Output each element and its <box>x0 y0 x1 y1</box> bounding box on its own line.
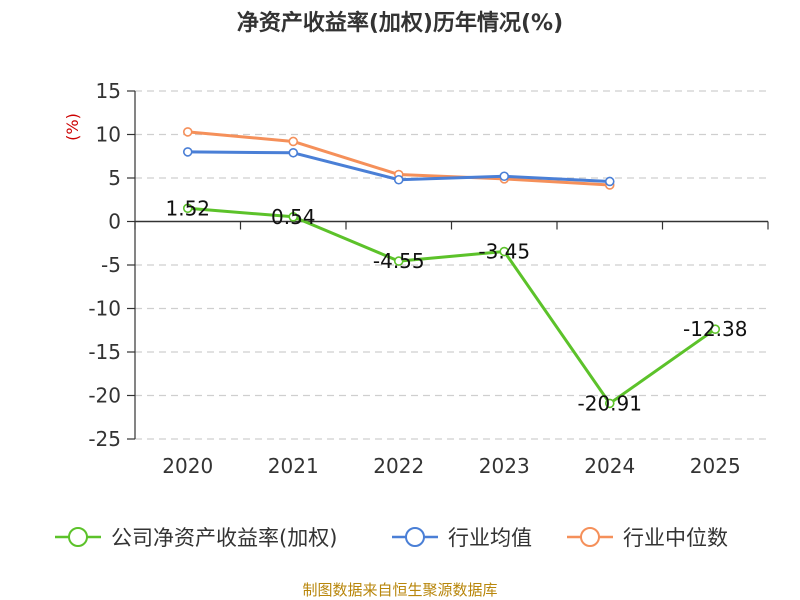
y-tick-label: -20 <box>88 384 121 408</box>
data-point-industry-mean <box>499 171 510 182</box>
legend-marker-industry-median <box>580 527 600 547</box>
x-tick-label-2020: 2020 <box>162 454 213 478</box>
data-point-company <box>604 398 615 409</box>
y-tick-labels: 15 10 5 0 -5 -10 -15 -20 -25 <box>88 79 121 451</box>
y-tick-label: 10 <box>96 123 121 147</box>
axes <box>127 90 769 440</box>
data-label: -20.91 <box>578 391 642 415</box>
data-point-company <box>182 203 193 214</box>
y-tick-label: 5 <box>108 166 121 190</box>
data-point-company <box>710 324 721 335</box>
x-tick-label-2025: 2025 <box>690 454 741 478</box>
x-tick-label-2021: 2021 <box>268 454 319 478</box>
series-lines <box>182 127 721 409</box>
data-point-industry-mean <box>182 147 193 157</box>
y-tick-label: -5 <box>101 253 121 277</box>
legend-marker-industry-mean <box>405 527 425 547</box>
data-label: -3.45 <box>478 240 530 264</box>
y-axis-label: (%) <box>63 113 82 141</box>
data-label: 1.52 <box>165 196 210 220</box>
y-tick-label: 15 <box>96 79 121 103</box>
data-label: -4.55 <box>373 249 425 273</box>
chart-title: 净资产收益率(加权)历年情况(%) <box>237 10 563 36</box>
data-point-industry-median <box>182 127 193 137</box>
x-tick-labels: 2020 2021 2022 2023 2024 2025 <box>162 454 740 478</box>
y-tick-label: -25 <box>88 427 121 451</box>
data-label: -12.38 <box>683 317 747 341</box>
data-point-industry-mean <box>288 147 299 158</box>
source-note: 制图数据来自恒生聚源数据库 <box>302 581 497 599</box>
data-point-industry-mean <box>604 176 615 187</box>
data-point-company <box>393 256 404 266</box>
legend-label-company: 公司净资产收益率(加权) <box>111 526 337 550</box>
x-tick-label-2022: 2022 <box>373 454 424 478</box>
data-point-company <box>288 212 299 222</box>
y-tick-label: 0 <box>108 210 121 234</box>
legend-label-industry-mean: 行业均值 <box>448 526 532 550</box>
x-tick-label-2024: 2024 <box>584 454 635 478</box>
data-point-company <box>499 246 510 257</box>
series-line-company <box>187 206 717 405</box>
legend: 公司净资产收益率(加权) 行业均值 行业中位数 <box>55 526 728 550</box>
y-tick-label: -15 <box>88 340 121 364</box>
x-tick-label-2023: 2023 <box>479 454 530 478</box>
data-label: 0.54 <box>271 205 316 229</box>
data-point-industry-mean <box>393 174 404 185</box>
data-labels: 1.52 0.54 -4.55 -3.45 -20.91 -12.38 <box>165 196 747 415</box>
legend-marker-company <box>68 527 88 547</box>
legend-label-industry-median: 行业中位数 <box>623 526 728 550</box>
gridlines <box>135 90 768 440</box>
data-point-industry-median <box>288 136 299 147</box>
y-tick-label: -10 <box>88 297 121 321</box>
